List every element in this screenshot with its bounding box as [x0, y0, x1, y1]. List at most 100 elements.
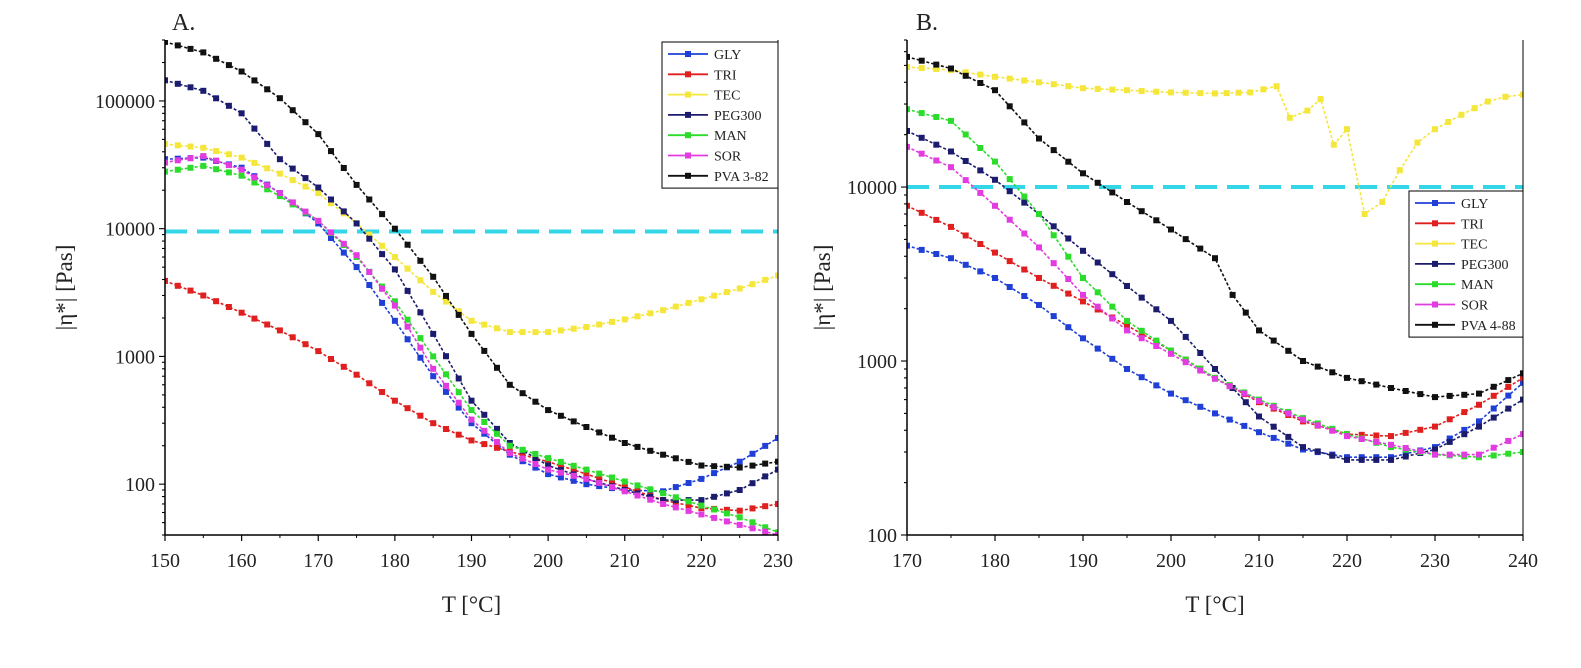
data-point	[962, 261, 969, 268]
data-point	[1153, 382, 1160, 389]
legend-marker	[685, 152, 691, 159]
data-point	[1471, 105, 1478, 112]
data-point	[1036, 211, 1042, 217]
data-point	[1270, 337, 1277, 344]
data-point	[165, 159, 168, 166]
data-point	[672, 494, 679, 501]
data-point	[1285, 433, 1292, 440]
data-point	[1241, 390, 1248, 397]
data-point	[379, 251, 386, 258]
data-point	[977, 268, 984, 275]
data-point	[1461, 451, 1468, 458]
data-point	[391, 317, 398, 324]
data-point	[545, 462, 552, 469]
data-point	[583, 481, 590, 488]
data-point	[353, 220, 360, 227]
data-point	[1080, 291, 1086, 298]
data-point	[1168, 89, 1174, 96]
data-point	[711, 506, 718, 513]
data-point	[391, 298, 398, 305]
data-point	[1256, 413, 1262, 420]
data-point	[557, 412, 564, 419]
y-axis-label: |η*| [Pas]	[810, 245, 835, 331]
data-point	[1247, 89, 1254, 96]
data-point	[276, 170, 283, 177]
data-point	[238, 172, 245, 179]
data-point	[391, 397, 398, 404]
data-point	[711, 493, 718, 500]
data-point	[1432, 126, 1438, 133]
data-point	[328, 148, 334, 155]
data-point	[302, 341, 309, 348]
data-point	[933, 66, 940, 72]
data-point	[1168, 347, 1174, 354]
data-point	[962, 69, 969, 76]
data-point	[340, 249, 347, 256]
data-point	[634, 443, 641, 450]
data-point	[1432, 423, 1438, 430]
data-point	[749, 525, 756, 532]
data-point	[379, 285, 386, 292]
data-point	[1373, 432, 1380, 439]
data-point	[430, 273, 437, 280]
data-point	[723, 463, 730, 470]
data-point	[621, 316, 628, 323]
data-point	[609, 479, 615, 486]
data-point	[494, 430, 500, 437]
data-point	[1285, 410, 1292, 417]
data-point	[1223, 90, 1230, 97]
data-point	[1124, 327, 1130, 334]
data-point	[187, 287, 194, 294]
data-point	[519, 455, 526, 462]
data-point	[1490, 383, 1497, 390]
data-point	[1402, 429, 1409, 436]
data-point	[1153, 337, 1160, 344]
data-point	[907, 53, 910, 60]
data-point	[174, 142, 181, 149]
legend-marker	[1432, 220, 1438, 227]
data-point	[1080, 298, 1086, 305]
data-point	[494, 425, 500, 432]
data-point	[1138, 374, 1145, 381]
panel-a-chart: A. 150 160 170 180 190 200 210 220 230 100 1000 1000…	[52, 10, 793, 617]
data-point	[404, 287, 411, 294]
data-point	[1036, 79, 1042, 86]
data-point	[1361, 211, 1368, 217]
series-pva-4-88	[907, 53, 1523, 401]
x-tick-label: 230	[1420, 550, 1450, 572]
data-point	[933, 157, 940, 164]
data-point	[948, 117, 954, 124]
data-point	[506, 381, 513, 388]
legend-label: TRI	[714, 68, 737, 83]
data-point	[1197, 90, 1204, 97]
data-point	[570, 477, 577, 484]
data-point	[977, 80, 984, 86]
data-point	[1314, 448, 1321, 455]
data-point	[404, 323, 411, 330]
data-point	[1446, 438, 1453, 445]
data-point	[1006, 258, 1013, 265]
data-point	[545, 329, 552, 336]
x-tick-label: 170	[303, 550, 333, 572]
data-point	[1168, 226, 1174, 233]
data-point	[468, 420, 475, 427]
data-point	[647, 447, 654, 454]
data-point	[251, 179, 258, 186]
data-point	[1314, 422, 1321, 429]
legend-marker	[685, 51, 691, 57]
data-point	[532, 464, 539, 471]
data-point	[918, 65, 925, 71]
legend: GLY TRI TEC PEG300 MAN SOR PVA 4-88	[1408, 190, 1524, 338]
series-pva-3-82	[165, 40, 778, 471]
data-point	[583, 324, 590, 330]
data-point	[918, 246, 925, 253]
series-tec	[907, 64, 1523, 217]
data-point	[1226, 383, 1233, 390]
data-point	[506, 442, 513, 449]
data-point	[353, 264, 360, 271]
data-point	[1344, 126, 1350, 133]
data-point	[506, 329, 513, 336]
legend-label: TEC	[714, 89, 740, 104]
data-point	[366, 380, 373, 387]
data-point	[762, 276, 769, 283]
